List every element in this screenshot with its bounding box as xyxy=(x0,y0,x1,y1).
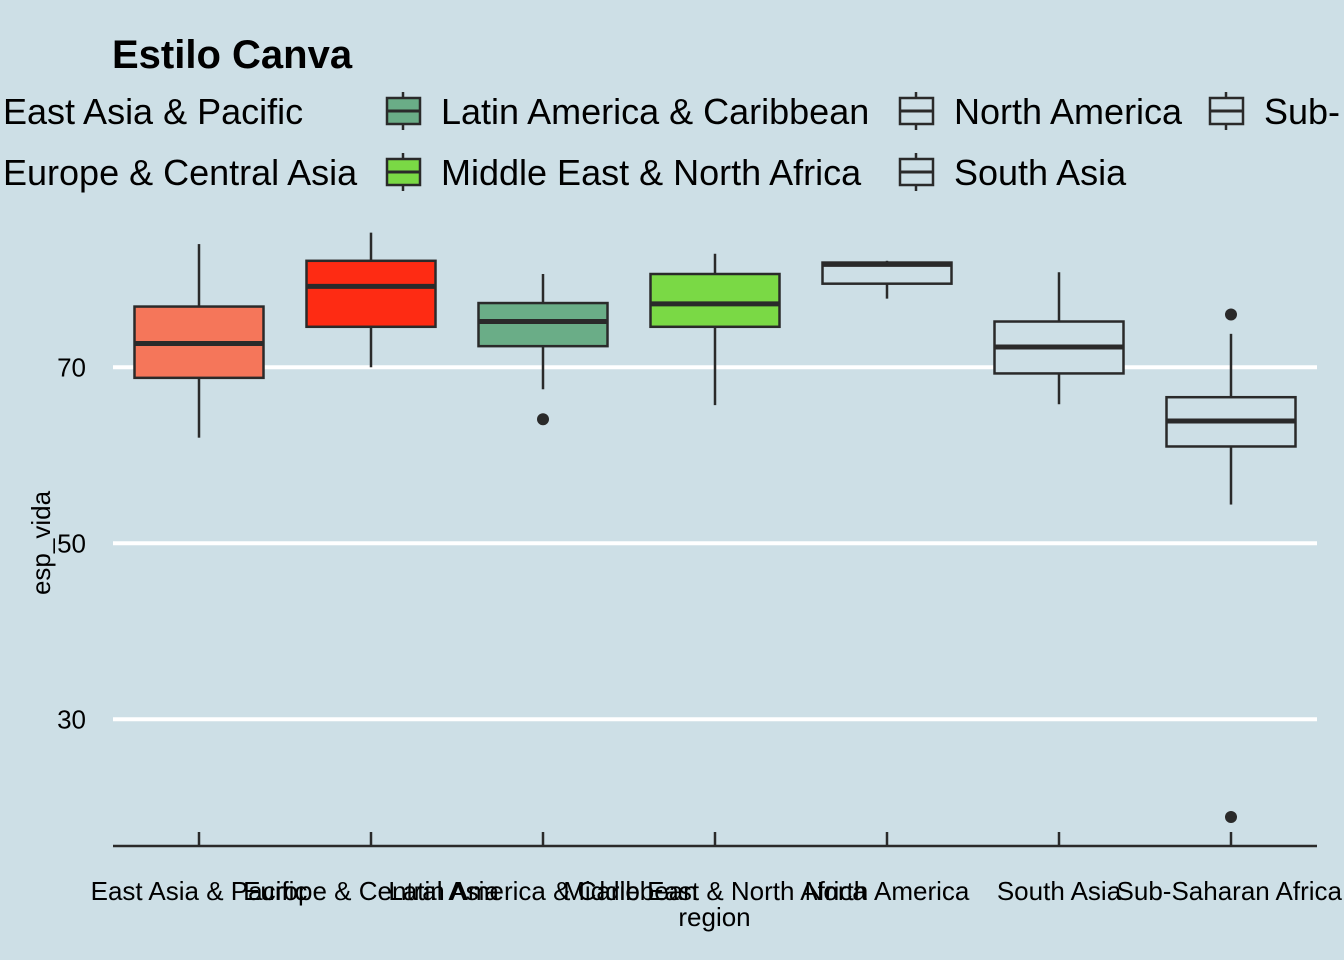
legend-label: Middle East & North Africa xyxy=(441,152,862,193)
x-tick-label: North America xyxy=(805,876,970,906)
legend-label: Europe & Central Asia xyxy=(3,152,358,193)
legend-label: North America xyxy=(954,91,1183,132)
legend-label: Sub- xyxy=(1264,91,1340,132)
x-tick-label: Europe & Central Asia xyxy=(243,876,499,906)
legend-label: East Asia & Pacific xyxy=(3,91,303,132)
y-tick-label: 70 xyxy=(57,352,86,382)
x-axis-title: region xyxy=(678,902,750,932)
x-tick-label: East Asia & Pacific xyxy=(91,876,308,906)
y-axis-title: esp_vida xyxy=(26,490,56,595)
legend-item: Sub- xyxy=(1208,91,1340,132)
legend-label: South Asia xyxy=(954,152,1127,193)
chart-title: Estilo Canva xyxy=(112,33,353,77)
outlier-point xyxy=(537,413,549,426)
box xyxy=(649,272,781,329)
outlier-point xyxy=(1225,308,1237,321)
legend: East Asia & Pacific Europe & Central Asi… xyxy=(3,91,1340,193)
y-tick-label: 30 xyxy=(57,704,86,734)
x-tick-label: Latin America & Caribbean xyxy=(388,876,697,906)
legend-item: Middle East & North Africa xyxy=(385,152,862,193)
y-tick-label: 50 xyxy=(57,528,86,558)
box xyxy=(477,301,609,348)
legend-item: South Asia xyxy=(898,152,1127,193)
legend-item: Latin America & Caribbean xyxy=(385,91,869,132)
legend-item: North America xyxy=(898,91,1183,132)
legend-item: Europe & Central Asia xyxy=(3,152,358,193)
x-tick-label: South Asia xyxy=(997,876,1122,906)
legend-label: Latin America & Caribbean xyxy=(441,91,869,132)
x-tick-label: Middle East & North Africa xyxy=(563,876,867,906)
legend-item: East Asia & Pacific xyxy=(3,91,303,132)
outlier-point xyxy=(1225,810,1237,823)
box xyxy=(305,259,437,329)
x-tick-label: Sub-Saharan Africa xyxy=(1117,876,1343,906)
